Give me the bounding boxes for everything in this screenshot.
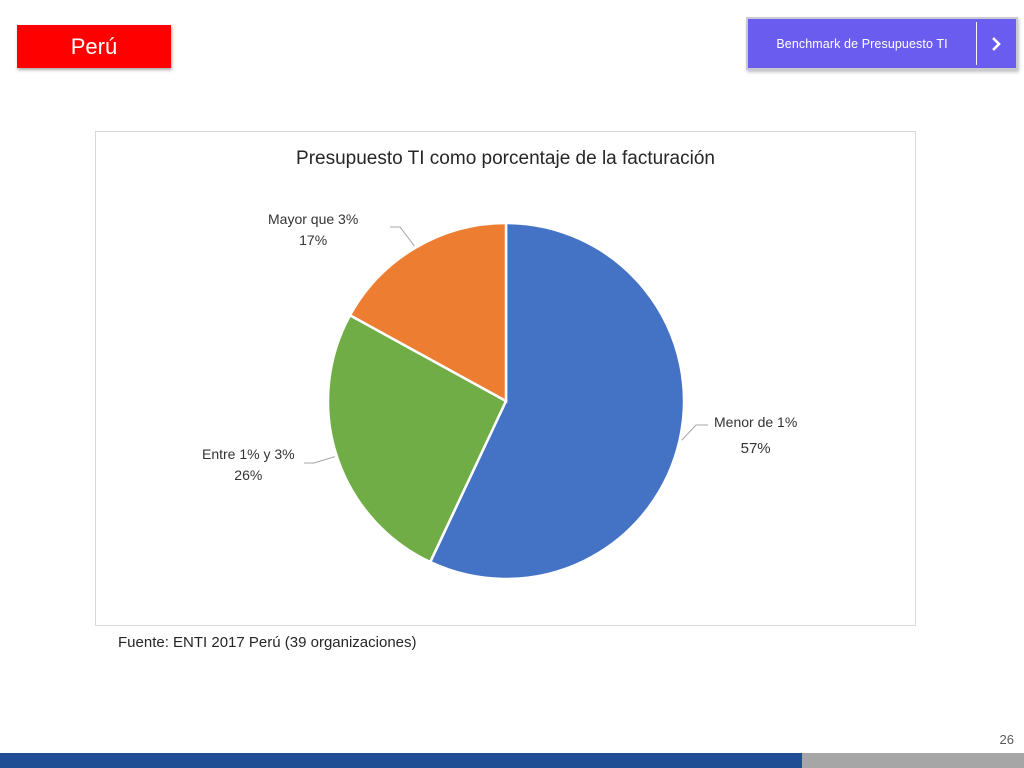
benchmark-nav-button[interactable]: Benchmark de Presupuesto TI	[746, 17, 1018, 70]
leader-line-entre	[304, 456, 335, 464]
footer-bar-left	[0, 753, 802, 768]
pie-chart	[304, 221, 708, 581]
leader-line-menor	[681, 424, 708, 441]
pie-slice-menor	[428, 221, 686, 581]
slice-value-menor: 57%	[740, 440, 771, 457]
chevron-right-icon	[977, 36, 1016, 51]
slice-value-entre: 26%	[234, 467, 263, 483]
chart-title: Presupuesto TI como porcentaje de la fac…	[296, 148, 715, 169]
slice-category-mayor: Mayor que 3%	[268, 211, 359, 227]
footer-bar-right	[802, 753, 1024, 768]
slice-label-entre: Entre 1% y 3% 26%	[202, 444, 295, 486]
slice-value-mayor: 17%	[299, 232, 328, 248]
benchmark-nav-label: Benchmark de Presupuesto TI	[776, 36, 948, 51]
country-label: Perú	[70, 33, 118, 59]
pie-slice-mayor	[348, 221, 508, 404]
leader-line-mayor	[390, 226, 415, 247]
country-badge: Perú	[17, 25, 171, 68]
slice-category-menor: Menor de 1%	[714, 414, 798, 430]
slice-label-mayor: Mayor que 3% 17%	[268, 209, 358, 251]
page-number: 26	[999, 732, 1014, 747]
chart-frame: Presupuesto TI como porcentaje de la fac…	[95, 131, 916, 626]
slice-label-menor: Menor de 1% 57%	[714, 412, 797, 459]
slice-category-entre: Entre 1% y 3%	[202, 446, 295, 462]
nav-divider	[976, 22, 977, 65]
source-note: Fuente: ENTI 2017 Perú (39 organizacione…	[118, 634, 417, 651]
